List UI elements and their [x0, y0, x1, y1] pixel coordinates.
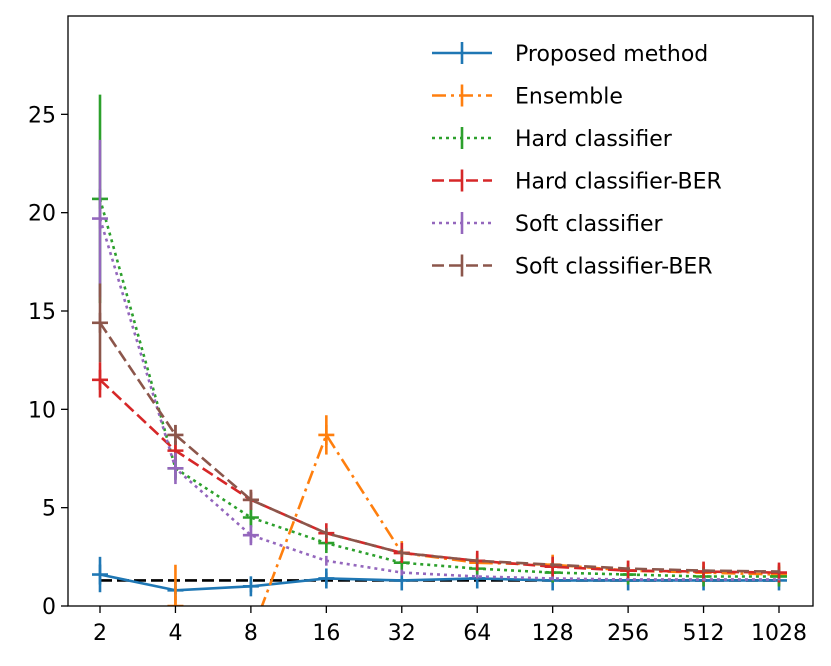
y-tick-label: 15	[28, 300, 56, 325]
x-tick-label: 16	[312, 621, 340, 646]
y-tick-label: 20	[28, 202, 56, 227]
y-axis: 0 5 10 15 20 25	[28, 103, 68, 620]
legend: Proposed method Ensemble Hard classifier Ha…	[432, 42, 722, 280]
series-line	[98, 198, 779, 578]
y-tick-label: 10	[28, 398, 56, 423]
legend-item: Ensemble	[432, 84, 623, 110]
series-6	[92, 283, 781, 574]
legend-label: Proposed method	[515, 42, 708, 67]
series-5	[92, 139, 781, 581]
legend-item: Hard classifier-BER	[432, 169, 722, 195]
legend-label: Soft classifier	[515, 212, 664, 237]
x-tick-label: 256	[607, 621, 649, 646]
legend-label: Hard classifier	[515, 127, 673, 152]
series-line	[98, 322, 780, 573]
x-tick-label: 2	[93, 621, 107, 646]
x-tick-label: 32	[388, 621, 416, 646]
legend-item: Proposed method	[432, 42, 708, 67]
legend-item: Soft classifier-BER	[432, 254, 713, 280]
x-axis: 2 4 8 16 32 64 128 256 512 1028	[93, 606, 807, 646]
x-tick-label: 512	[683, 621, 725, 646]
series-line	[98, 218, 779, 581]
x-tick-label: 1028	[751, 621, 807, 646]
y-tick-label: 25	[28, 103, 56, 128]
legend-label: Ensemble	[515, 85, 623, 110]
x-tick-label: 8	[244, 621, 258, 646]
y-tick-label: 0	[42, 595, 56, 620]
legend-label: Hard classifier-BER	[515, 170, 722, 195]
series-line	[99, 573, 779, 592]
x-tick-label: 128	[532, 621, 574, 646]
legend-label: Soft classifier-BER	[515, 255, 713, 280]
y-tick-label: 5	[42, 497, 56, 522]
series-layer	[92, 94, 787, 606]
x-tick-label: 64	[463, 621, 491, 646]
legend-item: Soft classifier	[432, 212, 664, 237]
x-tick-label: 4	[168, 621, 182, 646]
legend-item: Hard classifier	[432, 127, 673, 152]
